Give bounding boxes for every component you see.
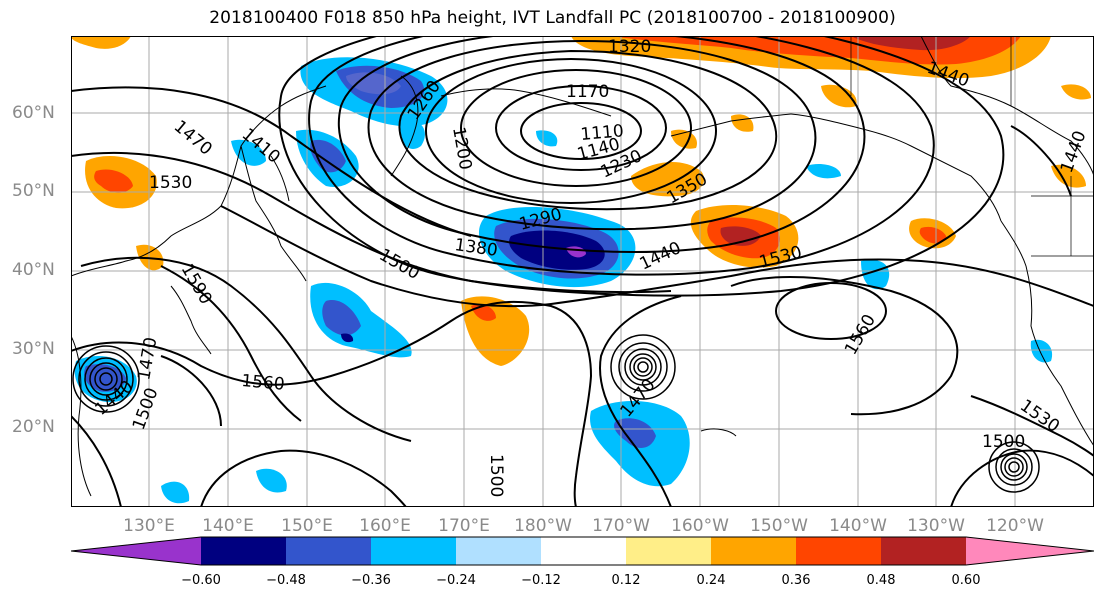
colorbar-swatch: [201, 537, 286, 565]
lon-label-150e: 150°E: [281, 516, 333, 536]
lat-lon-grid: [71, 36, 1094, 507]
contour-label: 1500: [486, 454, 506, 497]
lon-label-120w: 120°W: [986, 516, 1044, 536]
colorbar: [70, 536, 1095, 570]
colorbar-tick-label: −0.12: [521, 573, 561, 588]
lon-label-170e: 170°E: [438, 516, 490, 536]
lon-label-140w: 140°W: [829, 516, 887, 536]
colorbar-swatch: [796, 537, 881, 565]
contour-label: 1500: [982, 432, 1025, 452]
colorbar-tick-label: −0.48: [266, 573, 306, 588]
colorbar-tick-label: −0.36: [351, 573, 391, 588]
coastlines: [71, 36, 1094, 497]
height-contours: [71, 36, 1094, 507]
colorbar-tick-label: −0.24: [436, 573, 476, 588]
map-canvas[interactable]: 1320 1440 1170 1260 1110 1140 1200 1470 …: [71, 36, 1094, 507]
map-frame: [71, 36, 1094, 507]
colorbar-tick-label: 0.36: [781, 573, 811, 588]
lon-label-140e: 140°E: [202, 516, 254, 536]
lat-label-60n: 60°N: [12, 103, 55, 123]
lon-label-130w: 130°W: [907, 516, 965, 536]
colorbar-tick-label: 0.60: [951, 573, 981, 588]
colorbar-swatch: [541, 537, 626, 565]
colorbar-swatch: [626, 537, 711, 565]
colorbar-tick-label: 0.12: [611, 573, 641, 588]
lat-label-40n: 40°N: [12, 260, 55, 280]
colorbar-swatch: [286, 537, 371, 565]
contour-label: 1530: [149, 173, 192, 193]
contour-label: 1320: [608, 37, 651, 57]
colorbar-swatch: [966, 537, 1094, 565]
colorbar-swatch: [71, 537, 201, 565]
lon-label-150w: 150°W: [750, 516, 808, 536]
colorbar-swatch: [881, 537, 966, 565]
colorbar-canvas: [70, 536, 1095, 566]
lat-label-50n: 50°N: [12, 181, 55, 201]
country-borders: [850, 36, 1094, 257]
lon-label-130e: 130°E: [123, 516, 175, 536]
low-center-west: [72, 345, 140, 413]
colorbar-tick-label: 0.24: [696, 573, 726, 588]
contour-label: 1110: [580, 121, 625, 145]
low-center-east: [988, 441, 1040, 493]
lon-label-180w: 180°W: [514, 516, 572, 536]
colorbar-swatch: [456, 537, 541, 565]
contour-label: 1560: [241, 371, 286, 395]
lat-label-30n: 30°N: [12, 339, 55, 359]
map-panel[interactable]: 1320 1440 1170 1260 1110 1140 1200 1470 …: [71, 36, 1094, 507]
lon-label-170w: 170°W: [592, 516, 650, 536]
low-center-central: [610, 334, 676, 400]
lon-label-160e: 160°E: [359, 516, 411, 536]
colorbar-tick-label: 0.48: [866, 573, 896, 588]
colorbar-tick-label: −0.60: [181, 573, 221, 588]
lon-label-160w: 160°W: [671, 516, 729, 536]
contour-label: 1170: [566, 82, 609, 102]
lat-label-20n: 20°N: [12, 417, 55, 437]
map-title: 2018100400 F018 850 hPa height, IVT Land…: [209, 8, 896, 28]
colorbar-swatch: [371, 537, 456, 565]
colorbar-swatch: [711, 537, 796, 565]
